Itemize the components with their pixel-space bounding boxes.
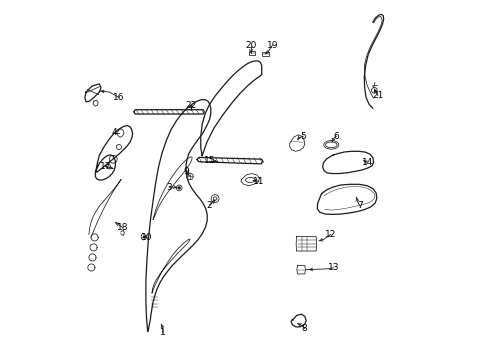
Circle shape — [178, 186, 180, 189]
Text: 15: 15 — [203, 157, 215, 166]
Text: 22: 22 — [185, 101, 197, 110]
Bar — [261, 51, 268, 56]
Text: 7: 7 — [356, 201, 362, 210]
Text: 3: 3 — [166, 183, 172, 192]
Text: 9: 9 — [183, 167, 189, 176]
Text: 18: 18 — [117, 223, 128, 232]
Text: 6: 6 — [333, 132, 339, 141]
Bar — [248, 51, 254, 55]
Text: 11: 11 — [253, 177, 264, 186]
Text: 1: 1 — [160, 328, 165, 337]
Text: 19: 19 — [266, 41, 278, 50]
Text: 8: 8 — [301, 324, 307, 333]
Text: 4: 4 — [112, 128, 117, 137]
Text: 2: 2 — [206, 201, 212, 210]
Text: 12: 12 — [324, 230, 336, 239]
Text: 13: 13 — [327, 264, 339, 273]
Text: 21: 21 — [371, 91, 383, 100]
Text: 14: 14 — [361, 158, 372, 167]
Text: 17: 17 — [100, 162, 111, 171]
Text: 10: 10 — [141, 233, 152, 242]
Text: 16: 16 — [113, 93, 124, 102]
Text: 20: 20 — [245, 41, 256, 50]
Text: 5: 5 — [300, 132, 305, 141]
